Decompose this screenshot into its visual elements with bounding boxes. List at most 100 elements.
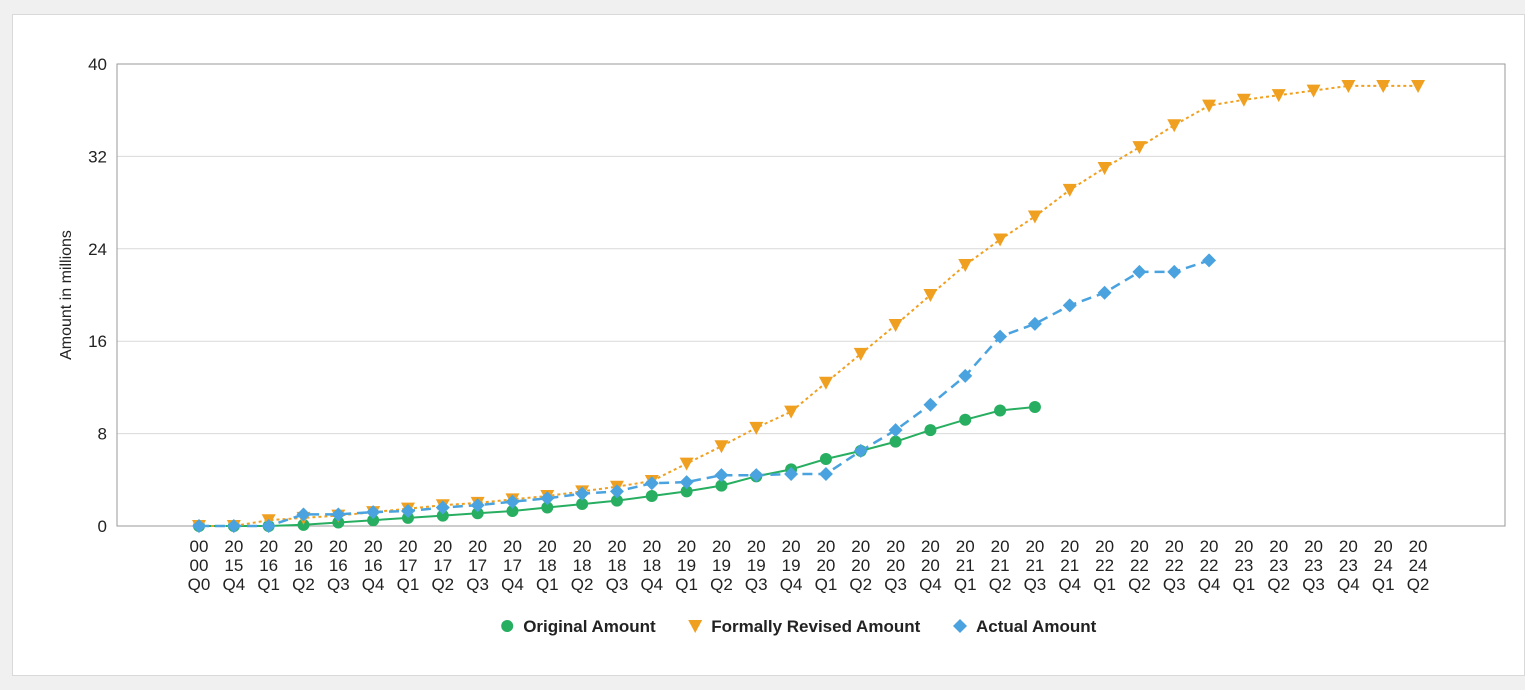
actual-amount-point xyxy=(1097,285,1112,300)
formally-revised-amount-point xyxy=(1271,89,1286,103)
x-tick-label: 20 xyxy=(886,537,905,556)
x-tick-label: 16 xyxy=(294,556,313,575)
x-tick-label: 24 xyxy=(1409,556,1428,575)
original-amount-point xyxy=(994,404,1007,417)
x-tick-label: 17 xyxy=(503,556,522,575)
x-tick-label: 20 xyxy=(607,537,626,556)
x-tick-label: Q4 xyxy=(362,575,385,594)
x-tick-label: 20 xyxy=(991,537,1010,556)
x-tick-label: 23 xyxy=(1339,556,1358,575)
x-tick-label: Q1 xyxy=(257,575,280,594)
x-tick-label: Q3 xyxy=(1302,575,1325,594)
original-amount-point xyxy=(1028,401,1041,414)
x-tick-label: 16 xyxy=(259,556,278,575)
formally-revised-amount-point xyxy=(1202,99,1217,113)
x-tick-label: 23 xyxy=(1304,556,1323,575)
x-tick-label: 17 xyxy=(468,556,487,575)
actual-amount-point xyxy=(714,468,729,483)
x-tick-label: 20 xyxy=(1269,537,1288,556)
x-tick-label: Q2 xyxy=(989,575,1012,594)
x-tick-label: 00 xyxy=(190,556,209,575)
actual-amount-point xyxy=(644,476,659,491)
x-tick-label: 17 xyxy=(433,556,452,575)
original-amount-point xyxy=(576,498,589,511)
formally-revised-amount-point xyxy=(1306,84,1321,98)
x-tick-label: 22 xyxy=(1095,556,1114,575)
x-tick-label: Q1 xyxy=(1093,575,1116,594)
actual-amount-point xyxy=(1202,253,1217,268)
actual-amount-point xyxy=(749,468,764,483)
x-tick-label: 20 xyxy=(1165,537,1184,556)
x-tick-label: 21 xyxy=(956,556,975,575)
original-amount-point xyxy=(541,501,554,514)
actual-amount-point xyxy=(853,443,868,458)
x-tick-label: Q2 xyxy=(292,575,315,594)
x-tick-label: 20 xyxy=(1130,537,1149,556)
legend-formally-revised-amount-marker xyxy=(688,620,703,633)
x-tick-label: Q2 xyxy=(1267,575,1290,594)
legend-actual-amount-label: Actual Amount xyxy=(976,617,1097,636)
x-tick-label: 19 xyxy=(747,556,766,575)
x-tick-label: Q3 xyxy=(745,575,768,594)
y-tick-label: 8 xyxy=(98,425,107,444)
x-tick-label: 20 xyxy=(921,556,940,575)
actual-amount-point xyxy=(435,500,450,515)
x-tick-label: 16 xyxy=(329,556,348,575)
x-tick-label: 24 xyxy=(1374,556,1393,575)
x-tick-label: Q4 xyxy=(1337,575,1360,594)
x-tick-label: Q2 xyxy=(1128,575,1151,594)
x-tick-label: 20 xyxy=(1409,537,1428,556)
x-tick-label: 20 xyxy=(782,537,801,556)
x-tick-label: 20 xyxy=(642,537,661,556)
x-tick-label: 20 xyxy=(1060,537,1079,556)
x-tick-label: 20 xyxy=(1304,537,1323,556)
x-tick-label: Q3 xyxy=(466,575,489,594)
x-tick-label: 20 xyxy=(1200,537,1219,556)
y-tick-label: 40 xyxy=(88,55,107,74)
x-tick-label: 22 xyxy=(1200,556,1219,575)
formally-revised-amount-point xyxy=(923,289,938,302)
x-tick-label: 19 xyxy=(677,556,696,575)
y-tick-label: 16 xyxy=(88,332,107,351)
actual-amount-point xyxy=(958,368,973,383)
x-tick-label: 20 xyxy=(816,537,835,556)
x-tick-label: Q0 xyxy=(188,575,211,594)
x-tick-label: 20 xyxy=(399,537,418,556)
x-tick-label: 16 xyxy=(364,556,383,575)
actual-amount-point xyxy=(1027,316,1042,331)
original-amount-point xyxy=(610,494,623,507)
x-tick-label: Q4 xyxy=(640,575,663,594)
formally-revised-amount-point xyxy=(749,421,764,435)
x-tick-label: 20 xyxy=(503,537,522,556)
x-tick-label: 18 xyxy=(642,556,661,575)
x-tick-label: Q4 xyxy=(1058,575,1081,594)
x-tick-label: 19 xyxy=(712,556,731,575)
x-tick-label: 20 xyxy=(573,537,592,556)
x-tick-label: Q1 xyxy=(1372,575,1395,594)
x-tick-label: 20 xyxy=(1095,537,1114,556)
actual-amount-point xyxy=(993,329,1008,344)
formally-revised-amount-point xyxy=(1167,119,1182,133)
original-amount-point xyxy=(471,507,484,520)
x-tick-label: Q4 xyxy=(501,575,524,594)
x-tick-label: 20 xyxy=(1339,537,1358,556)
x-tick-label: 18 xyxy=(538,556,557,575)
x-tick-label: Q3 xyxy=(327,575,350,594)
x-tick-label: 20 xyxy=(468,537,487,556)
x-tick-label: Q2 xyxy=(1407,575,1430,594)
x-tick-label: 20 xyxy=(364,537,383,556)
legend-original-amount-label: Original Amount xyxy=(523,617,656,636)
x-tick-label: 23 xyxy=(1234,556,1253,575)
x-tick-label: 20 xyxy=(712,537,731,556)
x-tick-label: 17 xyxy=(399,556,418,575)
x-tick-label: Q2 xyxy=(571,575,594,594)
actual-amount-point xyxy=(888,423,903,438)
actual-amount-point xyxy=(923,397,938,412)
x-tick-label: 20 xyxy=(956,537,975,556)
x-tick-label: 18 xyxy=(573,556,592,575)
formally-revised-amount-point xyxy=(679,457,694,471)
x-tick-label: 20 xyxy=(886,556,905,575)
original-amount-point xyxy=(680,485,693,498)
formally-revised-amount-point xyxy=(1411,79,1426,93)
x-tick-label: Q4 xyxy=(1198,575,1221,594)
